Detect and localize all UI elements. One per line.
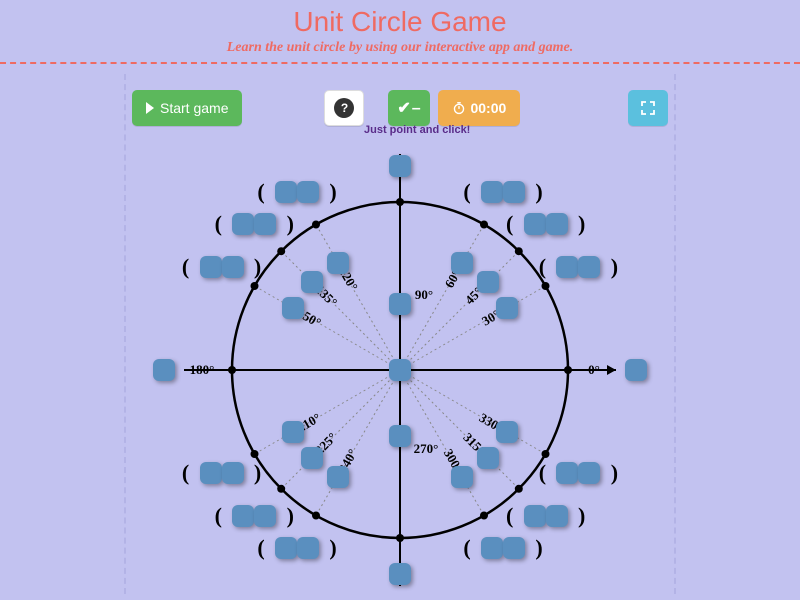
- expand-icon: [640, 100, 656, 116]
- coord-y-chip-330[interactable]: [578, 462, 600, 484]
- coord-y-chip-210[interactable]: [222, 462, 244, 484]
- degree-label-0: 0°: [588, 362, 600, 378]
- timer-text: 00:00: [470, 100, 506, 116]
- coord-y-chip-240[interactable]: [297, 537, 319, 559]
- game-panel: Start game ? ✔– 00:00 Just point: [124, 74, 676, 594]
- page-subtitle: Learn the unit circle by using our inter…: [0, 40, 800, 56]
- coord-open-60: (: [463, 179, 470, 205]
- coord-open-150: (: [182, 254, 189, 280]
- coord-open-315: (: [506, 503, 513, 529]
- divider: [0, 62, 800, 64]
- coord-y-chip-300[interactable]: [503, 537, 525, 559]
- radian-chip-135[interactable]: [301, 271, 323, 293]
- play-icon: [146, 102, 154, 114]
- coord-x-chip-150[interactable]: [200, 256, 222, 278]
- coord-close-225: ): [287, 503, 294, 529]
- axis-coord-chip-180[interactable]: [153, 359, 175, 381]
- coord-close-30: ): [611, 254, 618, 280]
- fullscreen-button[interactable]: [628, 90, 668, 126]
- coord-x-chip-120[interactable]: [275, 181, 297, 203]
- coord-y-chip-30[interactable]: [578, 256, 600, 278]
- coord-open-300: (: [463, 535, 470, 561]
- radian-chip-210[interactable]: [282, 421, 304, 443]
- coord-x-chip-210[interactable]: [200, 462, 222, 484]
- coord-x-chip-225[interactable]: [232, 505, 254, 527]
- coord-x-chip-45[interactable]: [524, 213, 546, 235]
- radian-chip-30[interactable]: [496, 297, 518, 319]
- page-title: Unit Circle Game: [0, 6, 800, 38]
- degree-label-270: 270°: [414, 441, 439, 457]
- coord-open-210: (: [182, 460, 189, 486]
- radian-chip-315[interactable]: [477, 447, 499, 469]
- radian-chip-120[interactable]: [327, 252, 349, 274]
- check-icon: ✔–: [397, 98, 421, 118]
- coord-open-225: (: [215, 503, 222, 529]
- coord-close-135: ): [287, 211, 294, 237]
- radian-chip-150[interactable]: [282, 297, 304, 319]
- coord-y-chip-135[interactable]: [254, 213, 276, 235]
- radian-chip-300[interactable]: [451, 466, 473, 488]
- radian-chip-60[interactable]: [451, 252, 473, 274]
- start-game-button[interactable]: Start game: [132, 90, 242, 126]
- help-button[interactable]: ?: [324, 90, 364, 126]
- coord-close-330: ): [611, 460, 618, 486]
- coord-open-240: (: [257, 535, 264, 561]
- radian-chip-240[interactable]: [327, 466, 349, 488]
- coord-y-chip-225[interactable]: [254, 505, 276, 527]
- question-icon: ?: [334, 98, 354, 118]
- unit-circle-chart: 0°30°()45°()60°()90°120°()135°()150°()18…: [126, 134, 674, 594]
- coord-close-60: ): [535, 179, 542, 205]
- timer-button[interactable]: 00:00: [438, 90, 520, 126]
- coord-close-300: ): [535, 535, 542, 561]
- coord-y-chip-60[interactable]: [503, 181, 525, 203]
- coord-open-120: (: [257, 179, 264, 205]
- coord-open-330: (: [539, 460, 546, 486]
- coord-x-chip-330[interactable]: [556, 462, 578, 484]
- coord-open-45: (: [506, 211, 513, 237]
- coord-close-45: ): [578, 211, 585, 237]
- coord-open-30: (: [539, 254, 546, 280]
- coord-x-chip-240[interactable]: [275, 537, 297, 559]
- coord-close-120: ): [329, 179, 336, 205]
- coord-y-chip-120[interactable]: [297, 181, 319, 203]
- coord-y-chip-45[interactable]: [546, 213, 568, 235]
- coord-open-135: (: [215, 211, 222, 237]
- radian-chip-330[interactable]: [496, 421, 518, 443]
- coord-close-315: ): [578, 503, 585, 529]
- check-button[interactable]: ✔–: [388, 90, 430, 126]
- start-game-label: Start game: [160, 100, 228, 116]
- radian-chip-45[interactable]: [477, 271, 499, 293]
- axis-coord-chip-90[interactable]: [389, 155, 411, 177]
- axis-coord-chip-270[interactable]: [389, 563, 411, 585]
- coord-close-240: ): [329, 535, 336, 561]
- radian-chip-270[interactable]: [389, 425, 411, 447]
- axis-coord-chip-0[interactable]: [625, 359, 647, 381]
- coord-close-150: ): [254, 254, 261, 280]
- radian-chip-225[interactable]: [301, 447, 323, 469]
- coord-x-chip-135[interactable]: [232, 213, 254, 235]
- radian-chip-90[interactable]: [389, 293, 411, 315]
- coord-y-chip-315[interactable]: [546, 505, 568, 527]
- degree-label-90: 90°: [415, 287, 433, 303]
- coord-close-210: ): [254, 460, 261, 486]
- coord-x-chip-315[interactable]: [524, 505, 546, 527]
- degree-label-180: 180°: [190, 362, 215, 378]
- coord-x-chip-30[interactable]: [556, 256, 578, 278]
- clock-icon: [452, 101, 466, 115]
- coord-x-chip-60[interactable]: [481, 181, 503, 203]
- coord-y-chip-150[interactable]: [222, 256, 244, 278]
- coord-x-chip-300[interactable]: [481, 537, 503, 559]
- center-chip[interactable]: [389, 359, 411, 381]
